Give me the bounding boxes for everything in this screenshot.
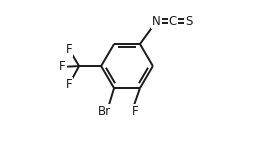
Text: S: S <box>185 15 192 28</box>
Text: N: N <box>152 15 161 28</box>
Text: F: F <box>66 78 72 91</box>
Text: C: C <box>169 15 177 28</box>
Text: F: F <box>66 43 72 56</box>
Text: F: F <box>59 60 66 73</box>
Text: Br: Br <box>98 105 112 118</box>
Text: F: F <box>132 105 139 118</box>
